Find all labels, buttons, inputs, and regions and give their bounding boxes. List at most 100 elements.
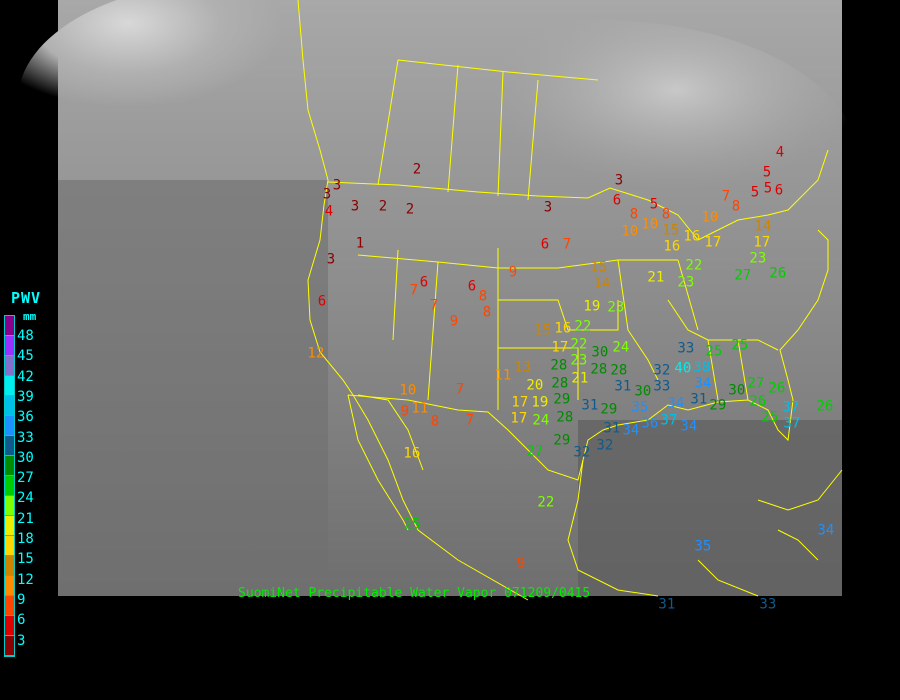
cuba-yucatan — [697, 469, 843, 597]
station-pwv-value: 5 — [763, 165, 771, 181]
station-pwv-value: 7 — [410, 283, 418, 299]
cloud-band-northeast — [338, 20, 858, 300]
station-pwv-value: 7 — [563, 237, 571, 253]
station-pwv-value: 28 — [610, 363, 627, 379]
station-pwv-value: 1 — [356, 236, 364, 252]
legend-unit: mm — [23, 310, 37, 323]
station-pwv-value: 31 — [614, 379, 631, 395]
station-pwv-value: 31 — [658, 597, 675, 613]
station-pwv-value: 34 — [694, 376, 711, 392]
station-pwv-value: 37 — [660, 413, 677, 429]
legend-swatch — [5, 436, 14, 456]
station-pwv-value: 8 — [479, 289, 487, 305]
station-pwv-value: 8 — [662, 207, 670, 223]
station-pwv-value: 19 — [583, 299, 600, 315]
station-pwv-value: 26 — [816, 399, 833, 415]
legend-swatch — [5, 516, 14, 536]
station-pwv-value: 2 — [413, 162, 421, 178]
station-pwv-value: 30 — [728, 383, 745, 399]
station-pwv-value: 31 — [581, 398, 598, 414]
legend-label: 12 — [17, 571, 34, 588]
station-pwv-value: 10 — [399, 383, 416, 399]
station-pwv-value: 2 — [379, 199, 387, 215]
station-pwv-value: 13 — [514, 360, 531, 376]
legend-swatch — [5, 536, 14, 556]
station-pwv-value: 21 — [647, 270, 664, 286]
legend-swatch — [5, 376, 14, 396]
station-pwv-value: 10 — [621, 224, 638, 240]
station-pwv-value: 21 — [571, 371, 588, 387]
station-pwv-value: 28 — [556, 410, 573, 426]
station-pwv-value: 24 — [612, 340, 629, 356]
station-pwv-value: 20 — [526, 378, 543, 394]
station-pwv-value: 37 — [783, 416, 800, 432]
station-pwv-value: 31 — [603, 421, 620, 437]
station-pwv-value: 28 — [551, 376, 568, 392]
station-pwv-value: 6 — [420, 275, 428, 291]
station-pwv-value: 24 — [532, 413, 549, 429]
station-pwv-value: 22 — [685, 258, 702, 274]
station-pwv-value: 29 — [709, 398, 726, 414]
legend-swatch — [5, 336, 14, 356]
political-borders — [297, 0, 843, 601]
station-pwv-value: 12 — [307, 346, 324, 362]
station-pwv-value: 3 — [351, 199, 359, 215]
station-pwv-value: 23 — [607, 300, 624, 316]
station-pwv-value: 16 — [683, 229, 700, 245]
station-pwv-value: 30 — [591, 345, 608, 361]
legend-label: 3 — [17, 632, 26, 649]
station-pwv-value: 29 — [553, 392, 570, 408]
station-pwv-value: 25 — [705, 344, 722, 360]
station-pwv-value: 11 — [411, 401, 428, 417]
station-pwv-value: 15 — [590, 260, 607, 276]
station-pwv-value: 33 — [759, 597, 776, 613]
legend-swatch — [5, 596, 14, 616]
station-pwv-value: 22 — [537, 495, 554, 511]
province-lines — [377, 59, 599, 201]
legend-title: PWV — [11, 289, 42, 307]
legend-label: 18 — [17, 531, 34, 547]
station-pwv-value: 26 — [769, 266, 786, 282]
pwv-legend: PWV mm 48 45 42 39 36 33 30 27 24 21 18 15 12 9 6 3 — [0, 290, 60, 670]
station-pwv-value: 14 — [593, 276, 610, 292]
legend-swatch — [5, 316, 14, 336]
legend-color-bar — [4, 315, 15, 657]
station-pwv-value: 9 — [450, 314, 458, 330]
station-pwv-value: 6 — [775, 183, 783, 199]
legend-label: 30 — [17, 449, 34, 466]
pacific-ocean — [58, 180, 328, 596]
station-pwv-value: 17 — [551, 340, 568, 356]
station-pwv-value: 26 — [749, 394, 766, 410]
station-pwv-value: 15 — [662, 223, 679, 239]
station-pwv-value: 10 — [641, 217, 658, 233]
station-pwv-value: 7 — [430, 298, 438, 314]
station-pwv-value: 25 — [403, 517, 420, 533]
legend-swatch — [5, 576, 14, 596]
station-pwv-value: 37 — [782, 400, 799, 416]
station-pwv-value: 5 — [764, 181, 772, 197]
station-pwv-value: 3 — [323, 187, 331, 203]
station-pwv-value: 5 — [650, 197, 658, 213]
map-caption: SuomiNet Precipitable Water Vapor 071209… — [238, 586, 591, 601]
station-pwv-value: 33 — [677, 341, 694, 357]
station-pwv-value: 35 — [631, 400, 648, 416]
legend-label: 48 — [17, 328, 34, 344]
legend-label: 42 — [17, 368, 34, 385]
legend-label: 24 — [17, 490, 34, 507]
station-pwv-value: 27 — [734, 268, 751, 284]
station-pwv-value: 8 — [732, 199, 740, 215]
station-pwv-value: 40 — [674, 361, 691, 377]
station-pwv-value: 10 — [701, 210, 718, 226]
station-pwv-value: 4 — [325, 204, 333, 220]
station-pwv-value: 6 — [541, 237, 549, 253]
station-pwv-value: 16 — [554, 321, 571, 337]
station-pwv-value: 25 — [761, 410, 778, 426]
station-pwv-value: 3 — [327, 252, 335, 268]
legend-swatch — [5, 356, 14, 376]
station-pwv-value: 25 — [731, 338, 748, 354]
station-pwv-value: 33 — [653, 379, 670, 395]
gulf-ocean — [578, 420, 842, 596]
legend-label: 15 — [17, 551, 34, 568]
station-pwv-value: 29 — [600, 402, 617, 418]
station-pwv-value: 8 — [483, 305, 491, 321]
